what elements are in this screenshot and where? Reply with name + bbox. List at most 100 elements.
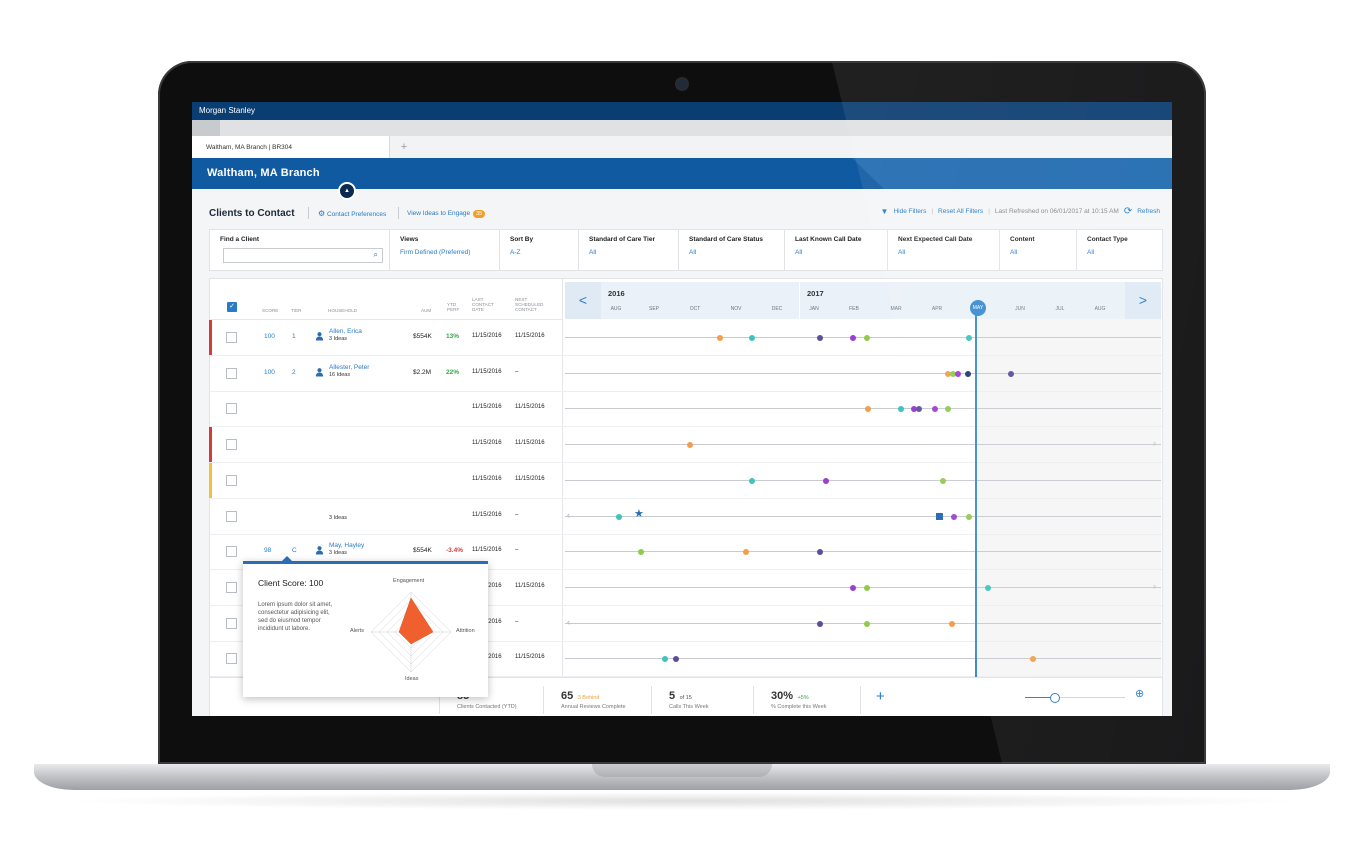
timeline-event-dot[interactable]	[673, 656, 679, 663]
table-row[interactable]: 100 1 Allen, Erica 3 Ideas $554K 13% 11/15/201…	[209, 320, 1162, 356]
refresh-icon[interactable]: ⟳	[1123, 206, 1133, 217]
square-event-icon[interactable]	[936, 512, 943, 520]
timeline-event-dot[interactable]	[864, 335, 870, 341]
timeline-prev-button[interactable]: <	[565, 282, 601, 319]
timeline-event-dot[interactable]	[687, 442, 693, 449]
filter-value[interactable]: A-Z	[510, 249, 521, 256]
row-checkbox[interactable]	[226, 439, 237, 451]
select-all-checkbox[interactable]: ✓	[227, 302, 237, 312]
col-ytd-perf[interactable]: YTD PERF	[447, 302, 460, 312]
timeline-event-dot[interactable]	[1008, 370, 1014, 377]
timeline-event-dot[interactable]	[850, 584, 856, 591]
col-score[interactable]: SCORE	[262, 308, 279, 313]
col-tier[interactable]: TIER	[291, 308, 302, 313]
timeline-event-dot[interactable]	[850, 335, 856, 341]
timeline-event-dot[interactable]	[949, 620, 955, 627]
star-event-icon[interactable]: ★	[634, 507, 644, 520]
row-checkbox[interactable]	[226, 546, 237, 558]
filter-value[interactable]: All	[689, 249, 697, 256]
timeline-event-dot[interactable]	[965, 370, 971, 377]
col-aum[interactable]: AUM	[421, 308, 432, 313]
row-checkbox[interactable]	[226, 653, 237, 665]
timeline-event-dot[interactable]	[865, 406, 871, 413]
filter-value[interactable]: All	[1010, 249, 1018, 256]
timeline-event-dot[interactable]	[955, 370, 961, 377]
filter-content[interactable]: Content All	[1000, 230, 1077, 270]
view-ideas-link[interactable]: View Ideas to Engage 35	[407, 210, 486, 218]
timeline-event-dot[interactable]	[749, 335, 755, 341]
timeline-event-dot[interactable]	[911, 406, 917, 413]
timeline-next-button[interactable]: >	[1125, 282, 1161, 319]
timeline-event-dot[interactable]	[616, 513, 622, 520]
filter-value[interactable]: All	[1087, 249, 1095, 256]
reset-filters-link[interactable]: Reset All Filters	[938, 208, 984, 215]
table-row[interactable]: 98 C May, Hayley 3 Ideas $554K -3.4% 11/15/201…	[210, 534, 1162, 571]
collapse-header-button[interactable]: ▲	[338, 182, 356, 200]
timeline-event-dot[interactable]	[916, 406, 922, 413]
timeline-event-dot[interactable]	[662, 656, 668, 663]
timeline-event-dot[interactable]	[985, 584, 991, 591]
timeline-event-dot[interactable]	[951, 513, 957, 520]
row-checkbox[interactable]	[226, 403, 237, 415]
filter-views[interactable]: Views Firm Defined (Preferred)	[390, 230, 500, 270]
table-row[interactable]: 11/15/2016 11/15/2016 ›	[209, 427, 1162, 464]
timeline-event-dot[interactable]	[950, 370, 956, 377]
add-tab-button[interactable]: +	[400, 141, 408, 153]
hide-filters-link[interactable]: Hide Filters	[893, 208, 927, 215]
filter-value[interactable]: All	[795, 249, 803, 256]
filter-next-call[interactable]: Next Expected Call Date All	[888, 230, 1000, 270]
timeline-event-dot[interactable]	[717, 335, 723, 341]
timeline-event-dot[interactable]	[940, 477, 946, 484]
filter-contact-type[interactable]: Contact Type All	[1077, 230, 1160, 270]
add-button[interactable]: +	[876, 688, 885, 705]
timeline-event-dot[interactable]	[823, 477, 829, 484]
timeline-event-dot[interactable]	[817, 335, 823, 341]
row-checkbox[interactable]	[226, 474, 237, 486]
timeline-event-dot[interactable]	[966, 335, 972, 341]
timeline-event-dot[interactable]	[898, 406, 904, 413]
filter-value[interactable]: All	[898, 249, 906, 256]
find-client-input[interactable]: ⌕	[223, 248, 383, 263]
timeline-event-dot[interactable]	[864, 584, 870, 591]
table-row[interactable]: 11/15/2016 11/15/2016	[209, 462, 1162, 499]
timeline-event-dot[interactable]	[945, 406, 951, 413]
timeline-event-dot[interactable]	[749, 477, 755, 484]
timeline-event-dot[interactable]	[1030, 656, 1036, 663]
row-checkbox[interactable]	[226, 617, 237, 629]
table-row[interactable]: 3 Ideas 11/15/2016 – ★ ‹	[210, 499, 1162, 535]
household-link[interactable]: Allen, Erica	[329, 328, 362, 335]
household-link[interactable]: Allester, Peter	[329, 363, 370, 371]
tab-branch[interactable]: Waltham, MA Branch | BR304	[192, 136, 390, 158]
col-household[interactable]: HOUSEHOLD	[328, 308, 358, 313]
household-link[interactable]: May, Hayley	[329, 542, 365, 550]
filter-last-call[interactable]: Last Known Call Date All	[785, 230, 888, 270]
client-score[interactable]: 100	[264, 368, 275, 376]
timeline-event-dot[interactable]	[966, 513, 972, 520]
contact-preferences-link[interactable]: ⚙ Contact Preferences	[318, 209, 386, 218]
table-row[interactable]: 100 2 Allester, Peter 16 Ideas $2.2M 22% 11/15…	[210, 356, 1162, 392]
row-checkbox[interactable]	[226, 367, 237, 379]
zoom-slider[interactable]	[1025, 693, 1125, 703]
zoom-in-icon[interactable]: ⊕	[1135, 688, 1145, 700]
row-checkbox[interactable]	[226, 581, 237, 593]
refresh-link[interactable]: Refresh	[1137, 208, 1160, 215]
col-last-contact[interactable]: LAST CONTACT DATE	[472, 297, 494, 312]
filter-sort-by[interactable]: Sort By A-Z	[500, 230, 579, 270]
filter-care-tier[interactable]: Standard of Care Tier All	[579, 230, 679, 270]
search-icon[interactable]: ⌕	[373, 250, 378, 259]
row-checkbox[interactable]	[226, 510, 237, 522]
client-score[interactable]: 98	[264, 547, 272, 555]
row-checkbox[interactable]	[226, 332, 237, 343]
filter-value[interactable]: Firm Defined (Preferred)	[400, 249, 471, 256]
filter-value[interactable]: All	[589, 249, 597, 256]
col-next-scheduled[interactable]: NEXT SCHEDULED CONTACT	[515, 297, 544, 312]
current-month-marker[interactable]: MAY	[970, 300, 986, 316]
timeline-event-dot[interactable]	[817, 549, 823, 556]
timeline-event-dot[interactable]	[743, 549, 749, 556]
timeline-event-dot[interactable]	[932, 406, 938, 413]
slider-handle[interactable]	[1050, 693, 1060, 703]
table-row[interactable]: 11/15/2016 11/15/2016	[210, 391, 1162, 428]
client-score[interactable]: 100	[264, 333, 275, 340]
filter-care-status[interactable]: Standard of Care Status All	[679, 230, 785, 270]
timeline-event-dot[interactable]	[945, 370, 951, 377]
